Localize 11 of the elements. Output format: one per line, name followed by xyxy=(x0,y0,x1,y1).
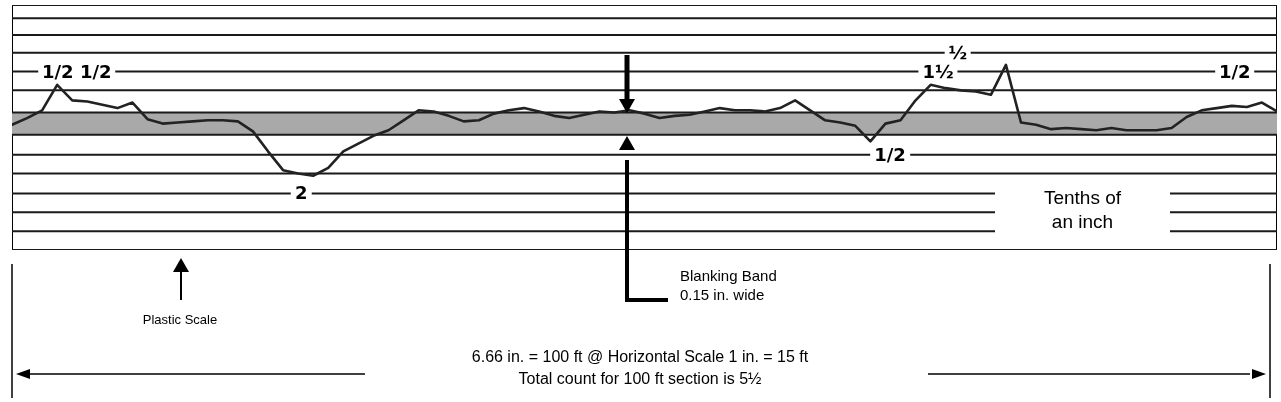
annotation: 2 xyxy=(290,182,312,204)
text: 6.66 in. = 100 ft @ Horizontal Scale 1 in. = 15 ft xyxy=(470,347,810,367)
annotation: 1/2 xyxy=(870,143,910,165)
text: Plastic Scale xyxy=(141,311,219,329)
annotation: 1/2 1/2 xyxy=(37,60,116,82)
annotation: 1/2 xyxy=(1215,60,1255,82)
text: Total count for 100 ft section is 5½ xyxy=(517,369,763,389)
annotation: ½ xyxy=(944,41,972,63)
text: Tenths of an inch xyxy=(995,178,1170,242)
annotation: 1½ xyxy=(918,60,958,82)
text: Blanking Band 0.15 in. wide xyxy=(680,266,778,304)
